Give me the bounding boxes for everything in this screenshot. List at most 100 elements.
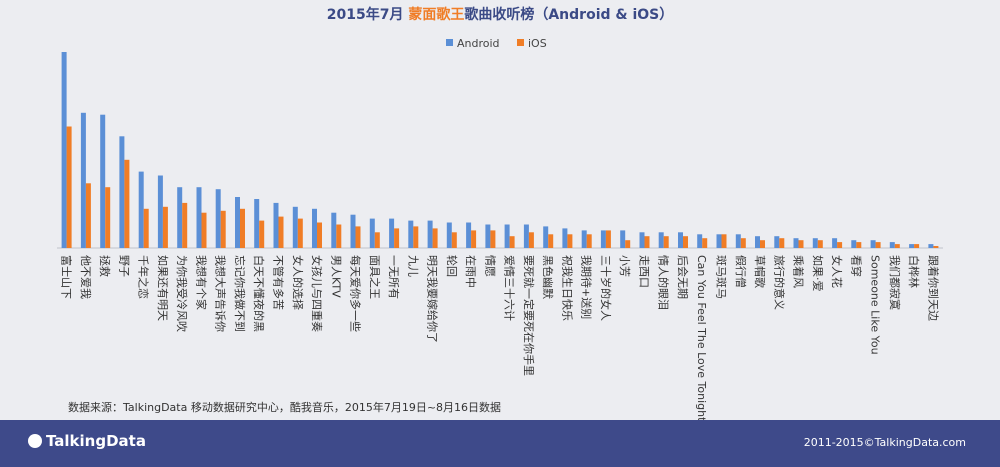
bar-android-23 [504,224,510,248]
legend: Android iOS [446,37,547,50]
bar-android-35 [735,234,741,248]
bar-android-38 [793,238,799,248]
bar-android-37 [774,236,780,248]
bar-android-4 [138,171,144,248]
category-label: 乘着风 [792,255,806,288]
category-label: 九儿 [406,255,419,277]
category-label: 富士山下 [60,255,74,299]
bar-android-40 [832,238,838,248]
bar-android-32 [678,232,683,248]
bar-ios-1 [85,183,91,248]
bar-android-24 [523,224,529,248]
bar-ios-29 [625,240,631,248]
category-label: 小芳 [618,255,632,277]
bar-android-31 [658,232,664,248]
bar-ios-13 [317,222,322,248]
category-label: Someone Like You [869,255,882,355]
bar-ios-7 [201,212,207,248]
bar-ios-39 [817,240,823,248]
category-label: 为你我受冷风吹 [175,255,188,332]
logo-text: TalkingData [46,432,146,450]
category-label: 走西口 [638,255,651,288]
bar-ios-40 [837,242,843,248]
bar-ios-32 [683,236,688,248]
category-label: 女人花 [830,255,844,288]
bar-ios-30 [644,236,650,248]
bar-ios-20 [451,232,457,248]
bar-android-42 [870,240,876,248]
bar-android-12 [292,206,298,248]
category-label: 情愿 [483,255,496,277]
title-prefix: 2015年7月 [327,6,409,23]
bar-android-36 [755,236,760,248]
category-label: 每天爱你多一些 [349,255,363,332]
bar-android-11 [273,202,279,248]
bar-android-39 [812,238,818,248]
category-labels: 富士山下 他不爱我 拯救 野子 千年之恋 如果还有明天 为你我受冷风吹 我想有个家 我想大声告诉… [60,255,941,422]
category-label: 男人KTV [329,255,342,298]
bar-android-7 [196,187,202,248]
bar-ios-11 [278,216,284,248]
copyright-text: 2011-2015©TalkingData.com [803,436,966,449]
bar-ios-3 [124,159,130,248]
legend-ios-swatch [517,39,524,46]
bar-android-44 [909,244,915,248]
bar-ios-19 [432,228,438,248]
bar-android-29 [620,230,626,248]
bar-ios-33 [702,238,708,248]
bar-android-9 [235,197,240,248]
source-note: 数据来源：TalkingData 移动数据研究中心，酷我音乐，2015年7月19… [68,400,501,414]
bar-ios-41 [856,242,862,248]
category-label: 一无所有 [387,255,401,299]
bar-android-26 [562,228,568,248]
bar-android-0 [61,52,67,248]
bar-ios-35 [740,238,746,248]
category-label: 不管有多苦 [272,255,286,310]
category-label: 他不爱我 [79,255,92,299]
category-label: 要死就一定要死在你手里 [522,255,536,376]
category-label: 如果还有明天 [156,255,170,321]
bar-android-28 [600,230,606,248]
bar-android-20 [446,222,452,248]
category-label: 情人的眼泪 [657,255,671,310]
bar-android-41 [851,240,857,248]
bar-ios-44 [914,244,920,248]
category-label: 看穿 [849,255,863,277]
bar-android-34 [716,234,722,248]
bar-ios-24 [528,232,534,248]
category-label: 白桦林 [907,255,921,288]
talkingdata-logo: TalkingData [28,432,146,450]
legend-ios-label: iOS [528,37,547,50]
bar-android-30 [639,232,645,248]
bar-ios-6 [182,202,188,248]
bar-ios-28 [605,230,611,248]
category-label: 白天不懂夜的黑 [252,255,266,332]
bar-android-16 [369,218,375,248]
bar-android-1 [80,112,86,248]
bar-ios-12 [297,218,303,248]
bar-android-18 [408,220,414,248]
bar-android-14 [331,212,337,248]
bar-ios-36 [760,240,765,248]
category-label: 野子 [117,255,130,277]
bar-ios-34 [721,234,727,248]
category-label: Can You Feel The Love Tonight [695,255,708,422]
bar-ios-22 [490,230,496,248]
category-label: 斑马斑马 [715,255,728,299]
bar-ios-0 [66,126,72,248]
category-label: 黑色幽默 [541,255,555,299]
bar-android-13 [312,208,317,248]
bar-android-8 [215,189,221,248]
category-label: 面具之王 [368,255,382,299]
category-label: 女孩儿与四重奏 [310,255,324,332]
legend-android-swatch [446,39,453,46]
category-label: 明天我要嫁给你了 [426,255,440,343]
bar-android-33 [697,234,703,248]
bar-ios-45 [933,246,939,248]
bar-android-15 [350,214,356,248]
bar-ios-18 [413,226,419,248]
bar-ios-15 [355,226,361,248]
bar-ios-42 [875,242,881,248]
category-label: 我想大声告诉你 [214,255,228,332]
